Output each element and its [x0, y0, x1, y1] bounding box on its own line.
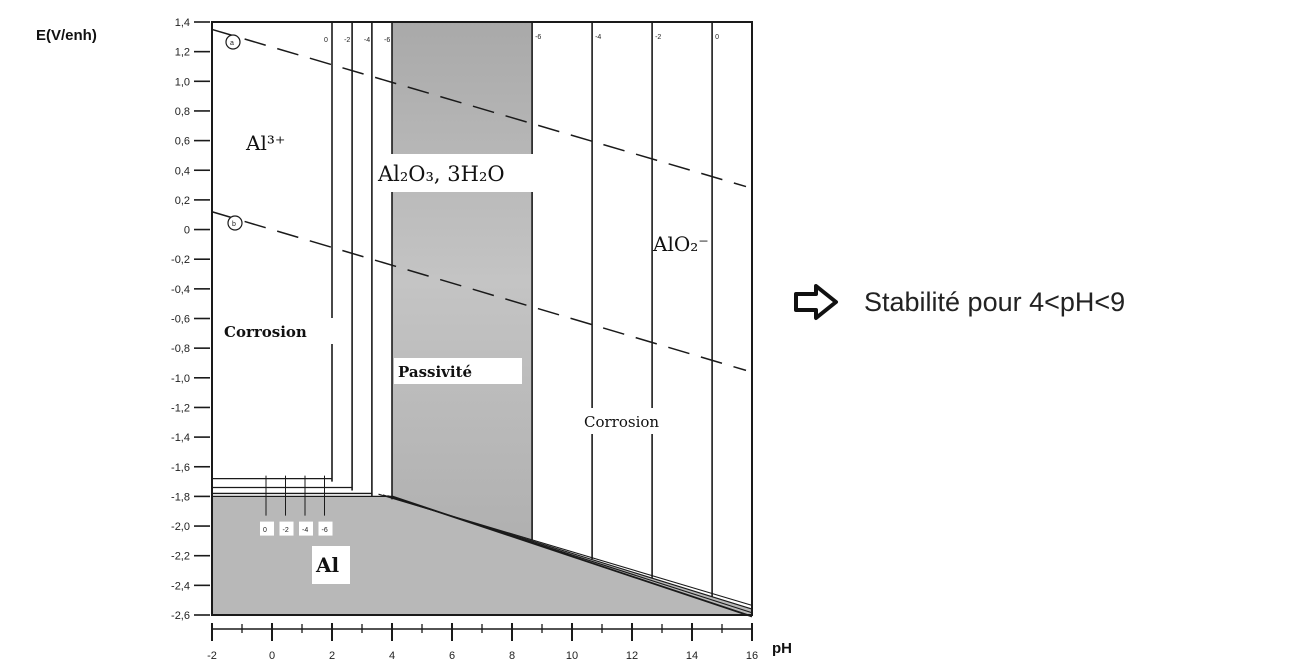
metal-oxide-line-3 [378, 493, 753, 606]
stability-note-text: Stabilité pour 4<pH<9 [864, 286, 1126, 317]
y-tick-label-0: 1,4 [175, 17, 190, 29]
y-tick-label-6: 0,2 [175, 195, 190, 207]
x-tick-label-9: 16 [746, 650, 758, 662]
x-tick-label-7: 12 [626, 650, 638, 662]
region-label-corrosion-left: Corrosion [224, 323, 307, 341]
conc-label-top-left-2: -4 [364, 37, 370, 44]
oxide-label-bg [374, 154, 538, 192]
y-tick-label-11: -0,8 [171, 343, 190, 355]
conc-label-bottom-bg-1 [279, 521, 294, 536]
region-label-metal: Al [315, 553, 340, 577]
region-label-corrosion-right: Corrosion [584, 413, 659, 431]
metal-domain [212, 496, 752, 615]
region-label-al3: Al³⁺ [245, 131, 285, 155]
conc-label-bottom-0: 0 [263, 527, 267, 534]
y-tick-label-2: 1,0 [175, 76, 190, 88]
x-tick-label-0: -2 [207, 650, 217, 662]
conc-label-bottom-2: -4 [302, 527, 308, 534]
y-tick-label-3: 0,8 [175, 106, 190, 118]
conc-label-top-left-1: -2 [344, 37, 350, 44]
marker-b: b [227, 215, 243, 231]
conc-label-top-right-0: -6 [535, 34, 541, 41]
passivity-label-bg [394, 358, 522, 384]
boundary-lines [212, 22, 753, 618]
y-tick-label-12: -1,0 [171, 373, 190, 385]
svg-text:a: a [230, 40, 234, 47]
outline-right-arrow-icon [794, 284, 838, 320]
y-tick-label-18: -2,2 [171, 551, 190, 563]
x-tick-label-6: 10 [566, 650, 578, 662]
y-tick-label-4: 0,6 [175, 136, 190, 148]
x-tick-label-3: 4 [389, 650, 395, 662]
y-tick-label-9: -0,4 [171, 284, 190, 296]
y-tick-label-13: -1,2 [171, 402, 190, 414]
corrosion-right-bg [578, 408, 690, 434]
axes: 1,4 1,2 1,0 0,8 0,6 0,4 0,2 0 -0,2 -0,4 -0,6 -0,8 -1… [171, 17, 758, 662]
y-tick-label-17: -2,0 [171, 521, 190, 533]
region-label-aluminate: AlO₂⁻ [652, 232, 709, 256]
y-tick-label-10: -0,6 [171, 314, 190, 326]
al-label-bg [312, 546, 350, 584]
y-tick-label-20: -2,6 [171, 610, 190, 622]
conc-label-bottom-1: -2 [283, 527, 289, 534]
region-label-passivity: Passivité [398, 363, 472, 381]
svg-text:b: b [232, 221, 236, 228]
y-tick-label-15: -1,6 [171, 462, 190, 474]
x-tick-label-4: 6 [449, 650, 455, 662]
oxide-domain [392, 22, 533, 541]
y-tick-label-5: 0,4 [175, 165, 190, 177]
conc-label-top-right-1: -4 [595, 34, 601, 41]
y-tick-label-14: -1,4 [171, 432, 190, 444]
y-tick-label-7: 0 [184, 225, 190, 237]
x-tick-label-1: 0 [269, 650, 275, 662]
x-tick-label-2: 2 [329, 650, 335, 662]
marker-a: a [225, 34, 241, 50]
conc-label-top-right-2: -2 [655, 34, 661, 41]
corrosion-left-bg [218, 318, 334, 344]
conc-label-bottom-bg-2 [299, 521, 313, 536]
water-line-water_a [211, 28, 747, 188]
conc-label-bottom-bg-3 [318, 521, 333, 536]
y-tick-label-1: 1,2 [175, 47, 190, 59]
plot-frame [211, 21, 753, 616]
x-axis-title: pH [772, 640, 792, 657]
conc-label-top-left-3: -6 [384, 37, 390, 44]
y-axis-title: E(V/enh) [36, 27, 97, 44]
x-tick-label-8: 14 [686, 650, 698, 662]
y-tick-label-16: -1,8 [171, 491, 190, 503]
y-tick-label-19: -2,4 [171, 580, 190, 592]
conc-label-top-left-0: 0 [324, 37, 328, 44]
x-tick-label-5: 8 [509, 650, 515, 662]
concentration-labels: 0 -2 -4 -6 -6 -4 -2 0 0 -2 -4 -6 [260, 34, 719, 536]
conc-label-bottom-bg-0 [260, 521, 274, 536]
water-line-water_b [211, 211, 747, 372]
y-tick-label-8: -0,2 [171, 254, 190, 266]
stability-note: Stabilité pour 4<pH<9 [792, 282, 1125, 322]
conc-label-top-right-3: 0 [715, 34, 719, 41]
water-lines [211, 28, 747, 372]
conc-label-bottom-3: -6 [322, 527, 328, 534]
region-label-oxide: Al₂O₃, 3H₂O [377, 162, 505, 186]
